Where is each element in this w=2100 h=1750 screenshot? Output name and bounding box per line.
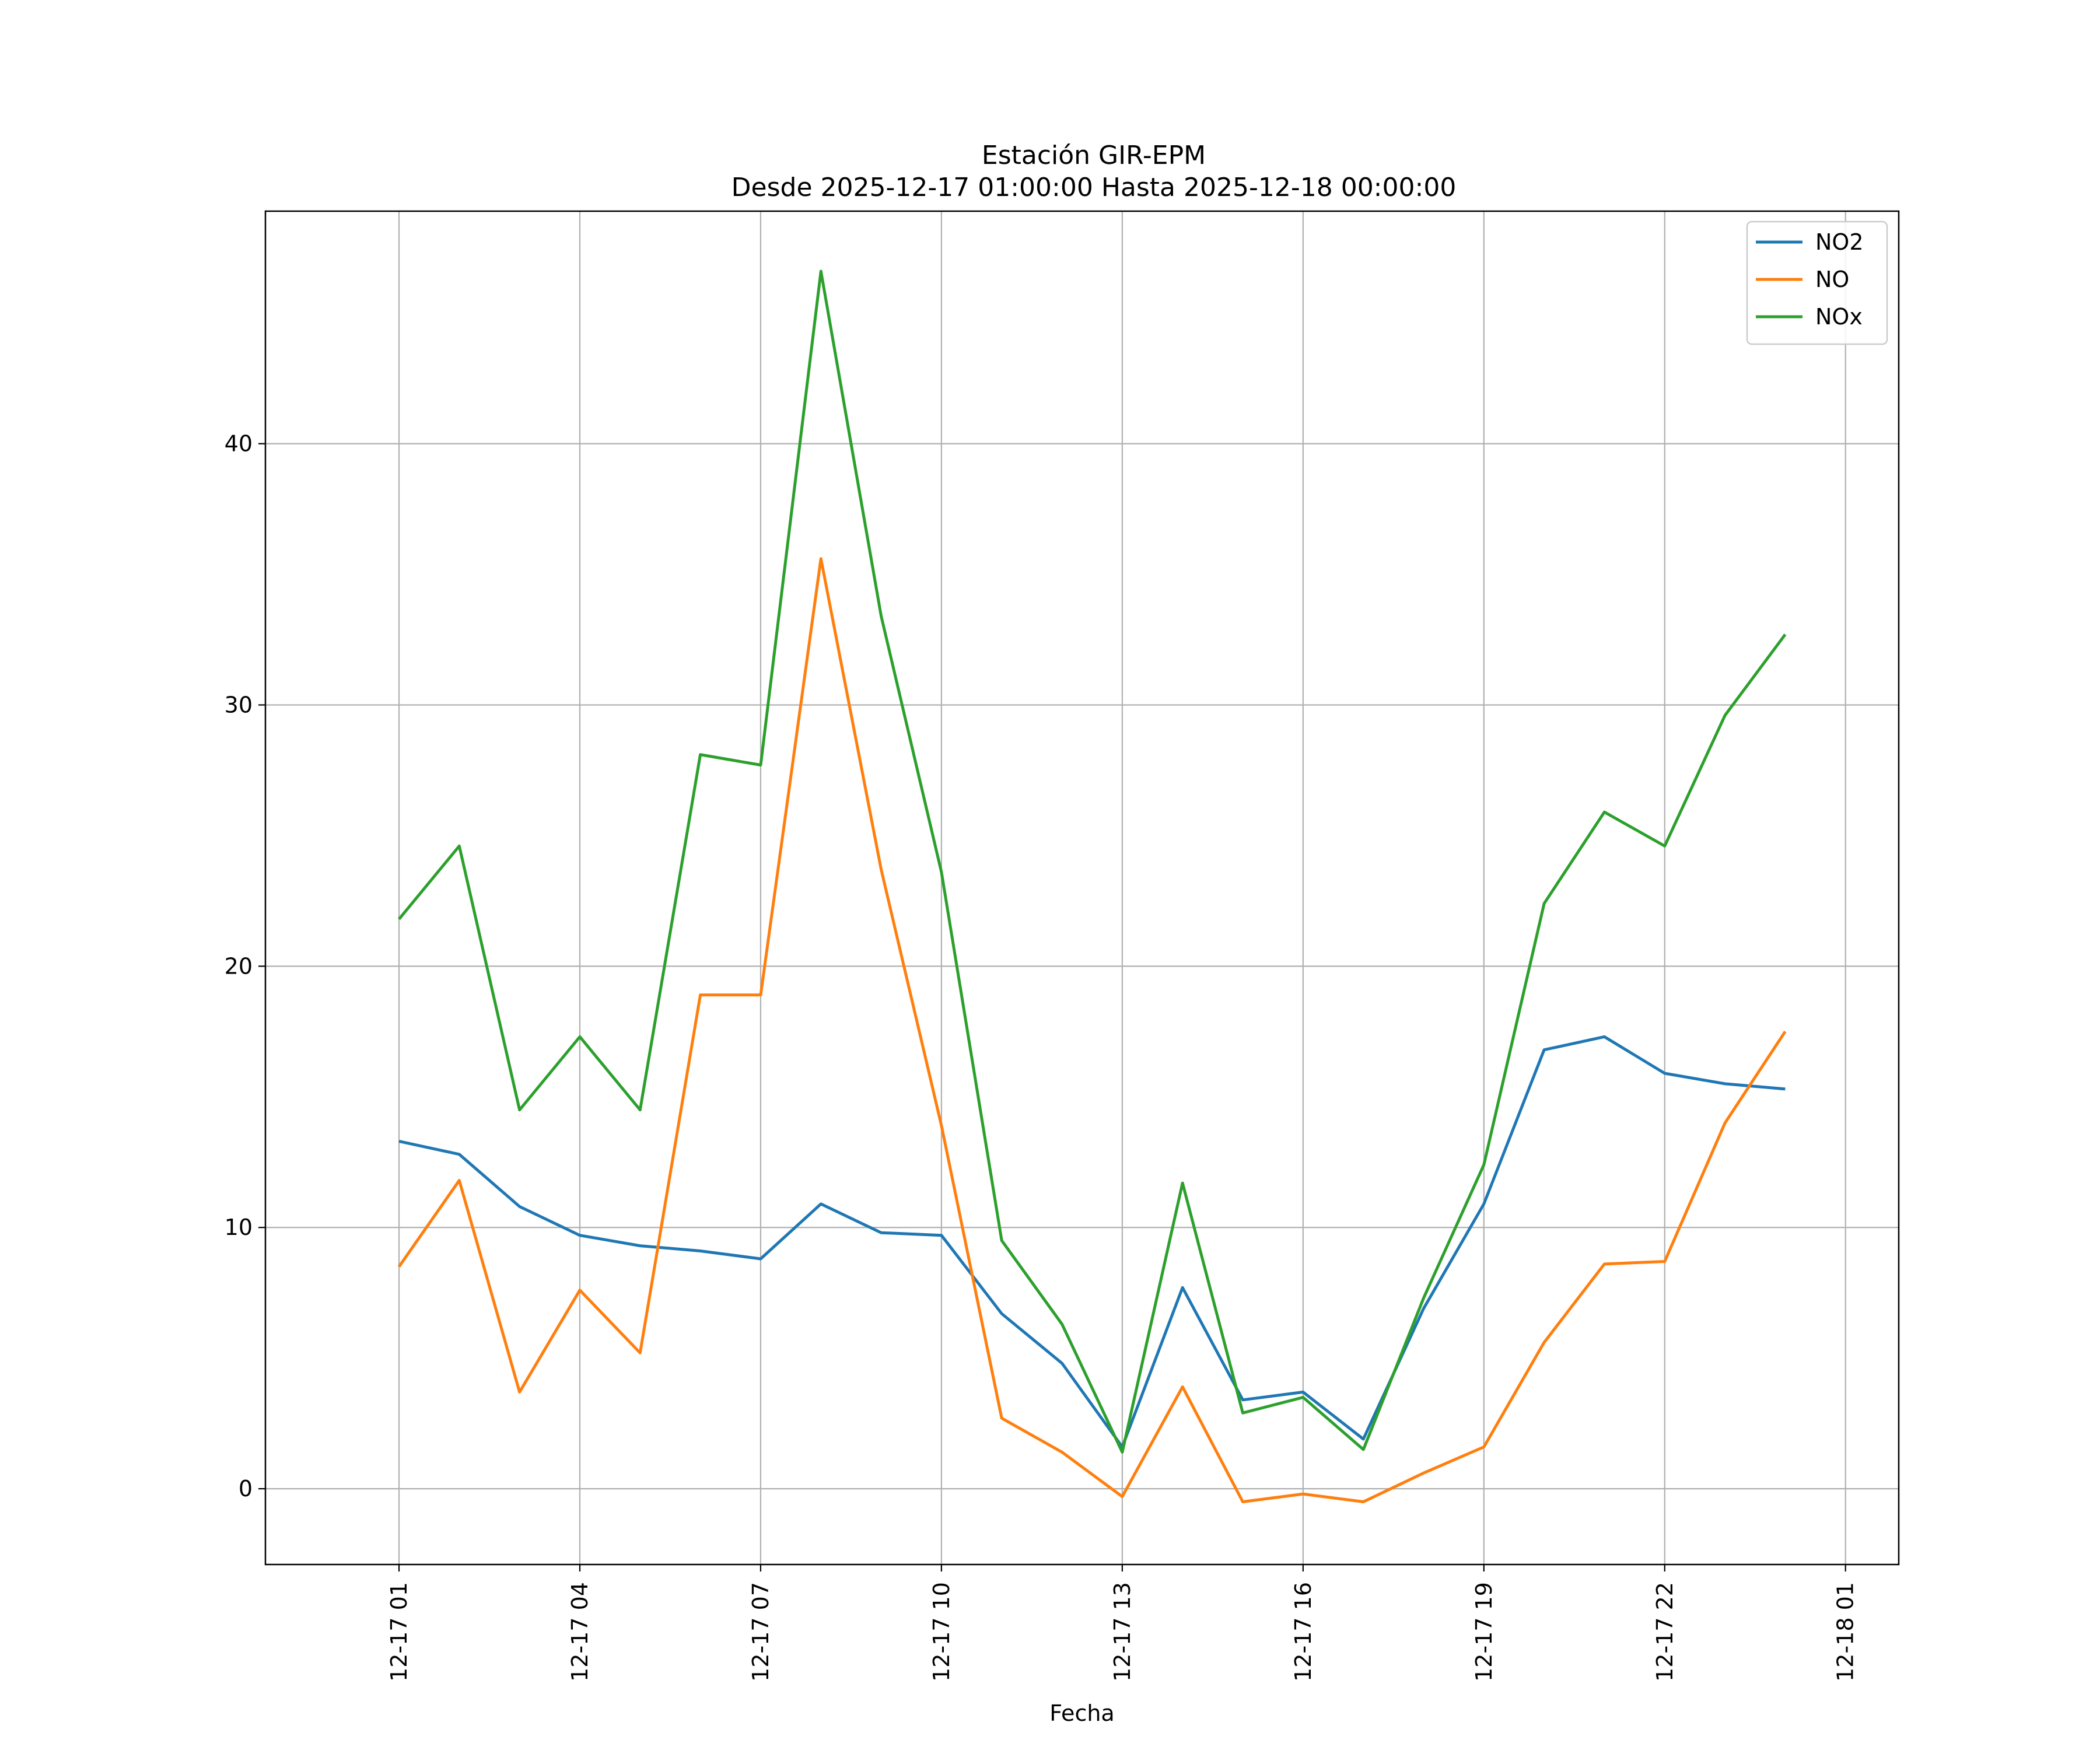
x-tick-label: 12-17 01 bbox=[386, 1582, 412, 1682]
x-tick-label: 12-17 07 bbox=[748, 1582, 774, 1682]
legend-label-no2: NO2 bbox=[1815, 229, 1864, 255]
legend-label-nox: NOx bbox=[1815, 304, 1863, 330]
y-tick-label: 40 bbox=[225, 431, 253, 457]
series-line-no2 bbox=[398, 1035, 1786, 1448]
x-tick-label: 12-17 10 bbox=[929, 1582, 954, 1682]
x-tick-label: 12-17 22 bbox=[1652, 1582, 1678, 1682]
x-tick-label: 12-17 19 bbox=[1471, 1582, 1497, 1682]
y-tick-label: 10 bbox=[225, 1214, 253, 1240]
grid bbox=[265, 211, 1899, 1564]
x-tick-label: 12-17 04 bbox=[567, 1582, 593, 1682]
chart-title: Estación GIR-EPM bbox=[982, 141, 1206, 170]
chart-subtitle: Desde 2025-12-17 01:00:00 Hasta 2025-12-… bbox=[732, 173, 1457, 202]
x-tick-label: 12-17 16 bbox=[1290, 1582, 1316, 1682]
legend-frame bbox=[1746, 220, 1888, 345]
plot-frame bbox=[264, 210, 1900, 1566]
series-line-nox bbox=[398, 270, 1787, 1454]
series-line-no bbox=[397, 557, 1787, 1503]
y-tick-label: 0 bbox=[239, 1476, 253, 1502]
y-tick-label: 30 bbox=[225, 692, 253, 718]
x-tick-label: 12-18 01 bbox=[1833, 1582, 1859, 1682]
legend-label-no: NO bbox=[1815, 267, 1849, 292]
x-axis-label: Fecha bbox=[1049, 1700, 1114, 1726]
series-lines bbox=[397, 270, 1787, 1503]
x-tick-label: 12-17 13 bbox=[1110, 1582, 1135, 1682]
y-tick-label: 20 bbox=[225, 953, 253, 979]
axis-ticks: 12-17 01 12-17 04 12-17 07 12-17 10 12-17 13… bbox=[225, 431, 1859, 1682]
legend: NO2 NO NOx bbox=[1746, 220, 1888, 345]
